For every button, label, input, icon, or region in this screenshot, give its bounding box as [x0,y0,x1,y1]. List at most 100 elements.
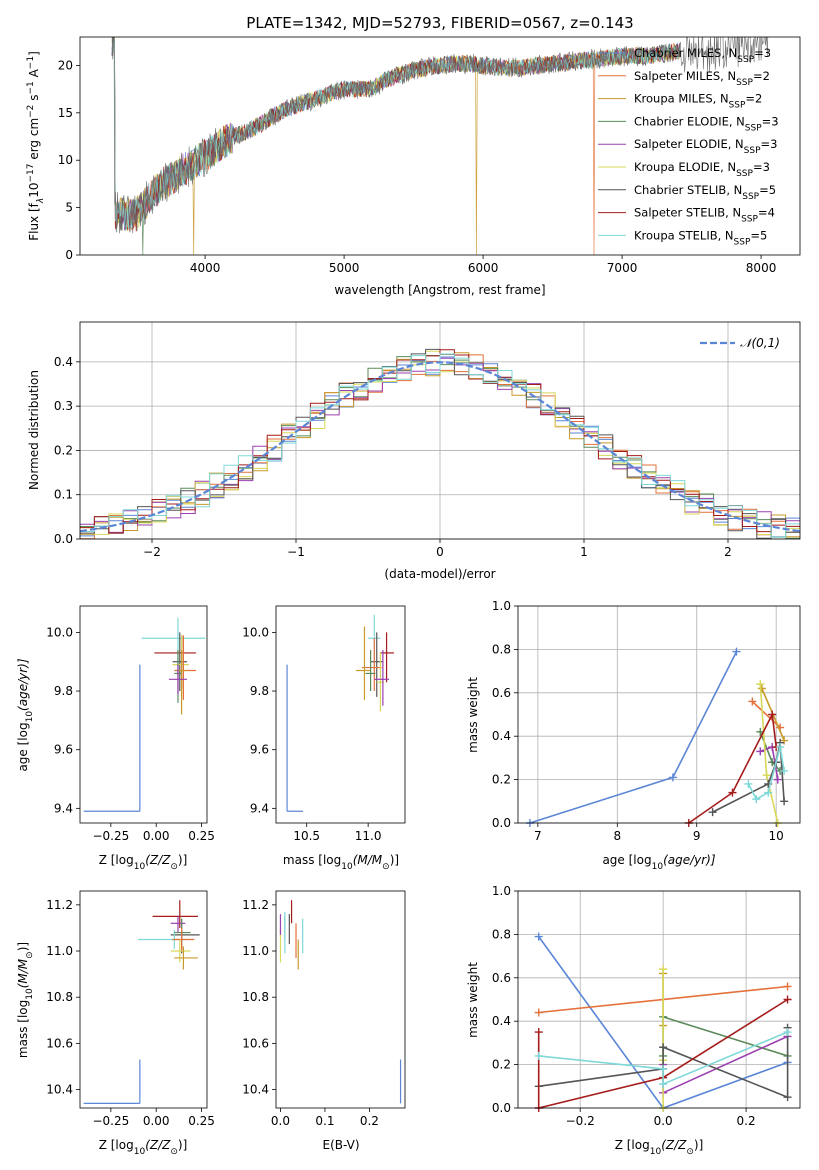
x-tick-label: −1 [287,545,305,559]
spectrum-ylabel: Flux [fλ10−17 erg cm−2 s−1 A−1] [26,51,46,241]
spectrum-data-line [111,37,769,234]
legend-label: Chabrier MILES, NSSP=3 [634,46,771,65]
spectrum-xlabel: wavelength [Angstrom, rest frame] [334,283,545,297]
age_vs_mass-frame [275,605,406,824]
y-tick-label: 0.2 [54,443,73,457]
weight-point-marker [756,680,765,689]
x-tick-label: 8 [613,829,621,843]
y-tick-label: 5 [65,201,73,215]
y-tick-label: 0.8 [492,642,511,656]
x-tick-label: 0.25 [188,829,215,843]
error-bar [365,649,376,692]
histogram-step [80,349,800,534]
weight-point-marker [776,743,785,752]
x-tick-label: −0.2 [566,1114,595,1128]
x-tick-label: 7000 [607,261,638,275]
y-tick-label: 10.0 [242,625,269,639]
x-tick-label: 10.5 [293,829,320,843]
y-tick-label: 10.4 [242,1083,269,1097]
age-z-ylabel: age [log10(age/yr)] [16,658,35,771]
spectrum-legend: Chabrier MILES, NSSP=3 Salpeter MILES, NS… [598,46,779,247]
mass-z-ylabel: mass [log10(M/M⊙)] [16,942,35,1058]
x-tick-label: −0.25 [92,1114,129,1128]
x-tick-label: 5000 [329,261,360,275]
error-bar [355,626,371,700]
weight-point-marker [773,775,782,784]
weight-point-marker [534,1028,543,1037]
x-tick-label: 0.0 [271,1114,290,1128]
error-bar [170,916,186,933]
weight-point-marker [708,808,717,817]
residuals-axes: −2 −1 0 1 2 0.0 0.1 0.2 0.3 0.4 [54,322,800,559]
weight-age-ylabel: mass weight [466,677,480,753]
mass_vs_z-frame [79,890,208,1109]
x-tick-label: 0.00 [143,829,170,843]
y-tick-label: 0.4 [492,729,511,743]
error-bar [172,635,189,694]
y-tick-label: 0.0 [54,532,73,546]
weight-age-xlabel: age [log10(age/yr)] [602,853,715,872]
y-tick-label: 9.8 [54,684,73,698]
error-bar [83,664,141,812]
error-bar [362,638,382,692]
weight-point-marker [783,1093,792,1102]
weight-point-marker [780,797,789,806]
x-tick-label: −2 [143,545,161,559]
y-tick-label: 0.1 [54,488,73,502]
y-tick-label: 10 [58,153,73,167]
x-tick-label: 0.25 [188,1114,215,1128]
error-bar [174,946,198,970]
y-tick-label: 0.4 [54,355,73,369]
weight-series-line [662,1015,788,1057]
weight-point-marker [732,647,741,656]
error-bar [370,632,383,697]
y-tick-label: 9.8 [250,684,269,698]
weight-series-line [529,651,738,824]
error-bar [168,664,188,694]
mass_vs_ebv-axes: 0.0 0.1 0.2 10.4 10.6 10.8 11.0 11.2 [242,898,379,1128]
y-tick-label: 0.3 [54,399,73,413]
x-tick-label: 0.1 [315,1114,334,1128]
x-tick-label: 0.00 [143,1114,170,1128]
histogram-ylabel: Normed distribution [27,370,41,490]
y-tick-label: 10.6 [46,1036,73,1050]
x-tick-label: 2 [724,545,732,559]
y-tick-label: 11.0 [46,944,73,958]
x-tick-label: 6000 [468,261,499,275]
histogram-xlabel: (data-model)/error [384,567,495,581]
legend-label: Salpeter ELODIE, NSSP=3 [634,137,777,156]
weight-point-marker [768,710,777,719]
y-tick-label: 10.8 [46,990,73,1004]
weight-series-line [688,711,777,824]
weight-point-marker [780,766,789,775]
spectrum-frame [79,36,801,256]
legend-label: Kroupa STELIB, NSSP=5 [634,228,767,247]
x-tick-label: 4000 [190,261,221,275]
error-bar [286,664,304,812]
y-tick-label: 1.0 [492,884,511,898]
y-tick-label: 0.2 [492,773,511,787]
weight-point-marker [534,1051,543,1060]
weight-point-marker [764,788,773,797]
x-tick-label: −0.25 [92,829,129,843]
error-bar [177,649,188,715]
mass-z-xlabel: Z [log10(Z/Z⊙)] [99,1138,188,1157]
weight-point-marker [757,684,766,693]
error-bar [83,1059,141,1104]
weight-point-marker [659,1064,668,1073]
weight-z-ylabel: mass weight [466,962,480,1038]
normal-curve [80,361,800,533]
y-tick-label: 9.4 [250,801,269,815]
weight-point-marker [783,1028,792,1037]
y-tick-label: 0.6 [492,686,511,700]
weight-point-marker [748,697,757,706]
weight-point-marker [783,982,792,991]
y-tick-label: 0.4 [492,1014,511,1028]
y-tick-label: 0.8 [492,927,511,941]
x-tick-label: 0.2 [360,1114,379,1128]
y-tick-label: 20 [58,58,73,72]
weight_vs_age-axes: 7 8 9 10 0.0 0.2 0.4 0.6 0.8 1.0 [492,599,800,843]
x-tick-label: 8000 [746,261,777,275]
weight-point-marker [534,932,543,941]
age_vs_z-axes: −0.25 0.00 0.25 9.4 9.6 9.8 10.0 [46,625,215,843]
